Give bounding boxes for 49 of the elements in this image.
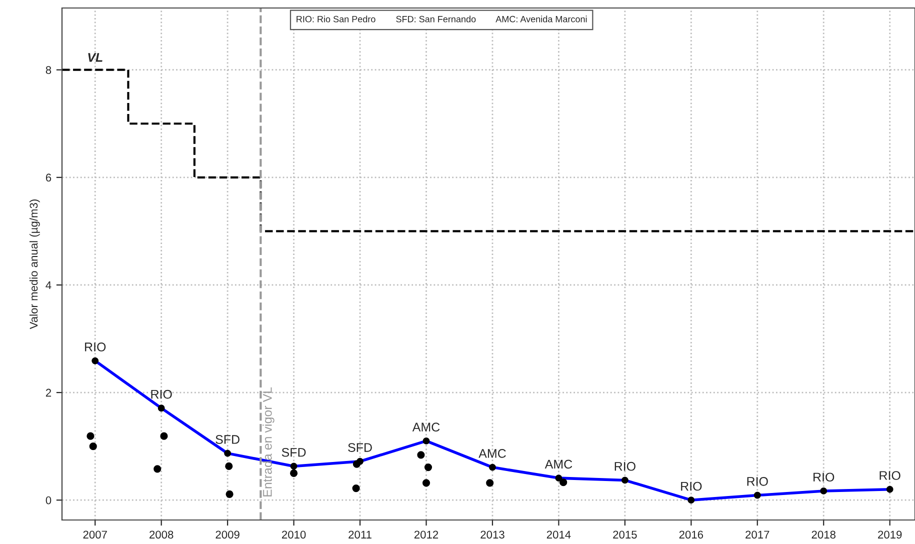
data-label: SFD [282, 448, 306, 457]
x-tick-label: 2016 [679, 530, 704, 539]
x-tick-label: 2008 [150, 530, 174, 539]
ref-line-label: Entrada en vigor VL [262, 387, 274, 496]
annotation: VL [88, 53, 102, 62]
x-tick-label: 2015 [613, 530, 637, 539]
point [424, 463, 432, 472]
data-label: RIO [681, 482, 702, 491]
data-label: RIO [747, 476, 768, 486]
data-label: RIO [880, 471, 900, 480]
point [226, 490, 234, 498]
point [417, 451, 425, 459]
point [86, 432, 94, 440]
x-tick-label: 2012 [414, 530, 438, 539]
data-label: RIO [85, 342, 106, 352]
point [352, 484, 360, 492]
x-tick-label: 2017 [746, 530, 770, 539]
data-label: RIO [814, 472, 834, 482]
data-label: SFD [216, 435, 240, 444]
y-tick-label: 0 [46, 496, 52, 504]
data-label: RIO [614, 462, 636, 471]
data-label: RIO [151, 390, 172, 399]
y-tick-label: 4 [46, 281, 52, 289]
data-label: AMC [478, 449, 506, 458]
point [290, 469, 298, 478]
x-tick-label: 2014 [546, 530, 571, 539]
x-tick-label: 2011 [348, 530, 372, 539]
point [560, 478, 568, 486]
x-tick-label: 2018 [812, 530, 836, 539]
point [352, 460, 361, 468]
text: RIO: Rio San Pedro SFD: San Fernando AMC: Avenida Marconi [296, 16, 587, 22]
x-tick-label: 2007 [83, 530, 107, 539]
y-tick-label: 2 [46, 388, 52, 397]
point [160, 432, 168, 440]
point [486, 479, 494, 487]
x-tick-label: 2013 [480, 530, 504, 539]
data-label: AMC [412, 422, 440, 432]
point [154, 465, 162, 473]
point [225, 462, 233, 470]
x-tick-label: 2009 [216, 530, 240, 539]
y-tick-label: 8 [46, 66, 52, 74]
y-axis-title: Valor medio anual (µg/m3) [29, 200, 40, 330]
point [89, 442, 97, 450]
data-label: SFD [348, 443, 372, 452]
data-label: AMC [544, 460, 572, 469]
x-tick-label: 2010 [282, 530, 306, 539]
y-tick-label: 6 [46, 174, 52, 182]
x-tick-label: 2019 [878, 530, 902, 539]
point [422, 479, 430, 487]
